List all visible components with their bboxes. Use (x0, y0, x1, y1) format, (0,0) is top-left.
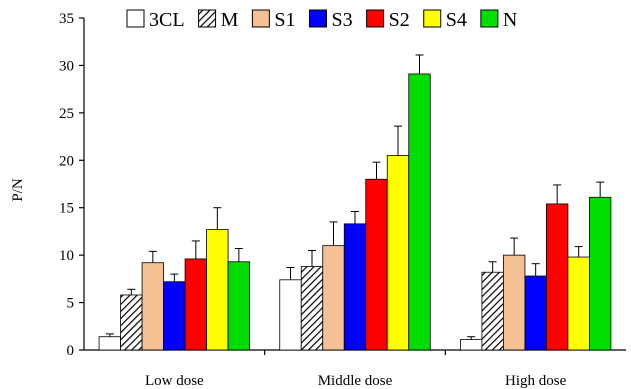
legend-swatch-S4 (423, 9, 442, 28)
bar-3CL-middle-dose (279, 279, 302, 351)
bar-S2-high-dose (546, 203, 569, 351)
bar-3CL-high-dose (460, 339, 483, 351)
legend-swatch-S2 (366, 9, 385, 28)
bar-M-high-dose (481, 271, 504, 351)
y-tick-label: 15 (59, 201, 74, 217)
bar-S4-high-dose (567, 256, 590, 351)
legend-swatch-3CL (126, 9, 145, 28)
bar-S3-middle-dose (343, 223, 367, 351)
y-tick-label: 0 (67, 343, 75, 359)
x-tick-label: Low dose (145, 373, 204, 389)
x-tick-label: High dose (505, 373, 567, 389)
bar-S1-low-dose (141, 262, 164, 351)
bar-S1-high-dose (503, 254, 526, 351)
legend-label-S1: S1 (274, 9, 295, 31)
bar-N-middle-dose (408, 73, 431, 351)
bar-S4-middle-dose (386, 155, 410, 351)
bar-S3-low-dose (163, 281, 186, 351)
bar-M-middle-dose (300, 266, 324, 351)
legend-label-3CL: 3CL (149, 9, 185, 31)
legend-label-N: N (503, 9, 517, 31)
y-tick-label: 30 (59, 58, 74, 74)
axes: 0 5 10 15 20 25 30 35 Low dose Middle dose High do… (59, 11, 626, 389)
bar-M-low-dose (120, 294, 143, 351)
legend-swatch-N (480, 9, 499, 28)
bar-S3-high-dose (524, 275, 547, 351)
y-tick-label: 10 (59, 248, 74, 264)
y-tick-label: 35 (59, 11, 74, 27)
y-tick-label: 5 (67, 296, 75, 312)
bar-S2-middle-dose (365, 178, 388, 351)
bars (98, 54, 612, 351)
legend-label-M: M (221, 9, 239, 31)
y-tick-label: 20 (59, 153, 74, 169)
legend-swatch-M (198, 9, 217, 28)
legend-swatch-S3 (308, 9, 327, 28)
bar-S1-middle-dose (322, 245, 345, 351)
legend-swatch-S1 (251, 9, 270, 28)
legend-label-S4: S4 (446, 9, 467, 31)
y-tick-label: 25 (59, 106, 74, 122)
x-tick-label: Middle dose (318, 373, 393, 389)
y-axis-label: P/N (10, 178, 26, 202)
legend: 3CL M S1 S3 S2 S4 N (126, 9, 517, 31)
legend-label-S3: S3 (331, 9, 352, 31)
bar-3CL-low-dose (98, 336, 121, 351)
bar-N-low-dose (227, 261, 250, 351)
bar-N-high-dose (589, 196, 612, 351)
bar-S2-low-dose (184, 258, 207, 351)
bar-S4-low-dose (206, 229, 229, 351)
legend-label-S2: S2 (389, 9, 410, 31)
